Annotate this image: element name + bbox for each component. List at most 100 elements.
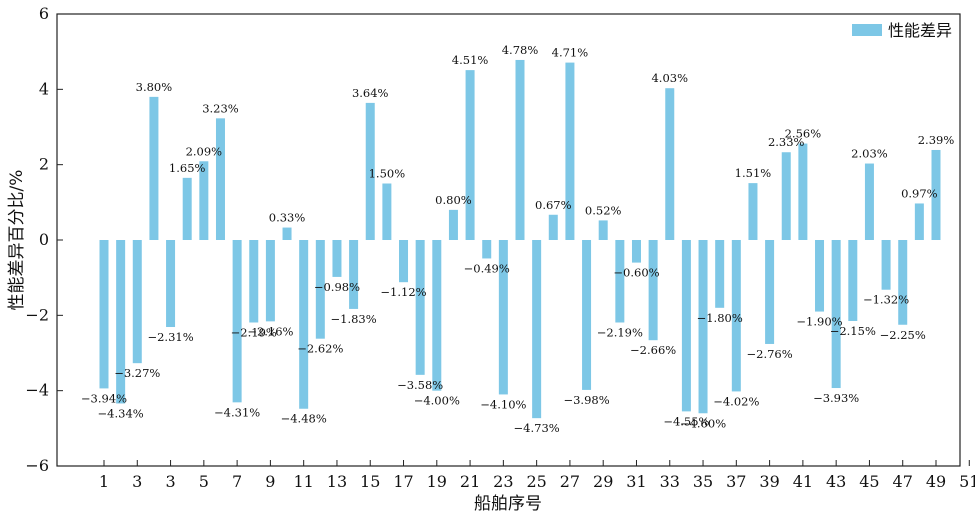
x-tick-label: 15	[360, 472, 380, 491]
legend: 性能差异	[852, 21, 952, 40]
bar	[914, 203, 924, 240]
bar	[631, 240, 641, 263]
y-axis-title: 性能差异百分比/%	[7, 170, 27, 311]
bar	[565, 62, 575, 241]
bar	[299, 240, 309, 409]
y-tick-label: 4	[39, 79, 49, 98]
data-label: −4.10%	[480, 397, 526, 411]
data-label: 0.97%	[901, 186, 938, 200]
data-label: −1.12%	[380, 285, 426, 299]
bar	[249, 240, 259, 323]
bar	[149, 96, 159, 240]
x-tick-label: 49	[926, 472, 946, 491]
bar	[864, 163, 874, 240]
data-label: −1.32%	[863, 293, 909, 307]
data-label: 3.64%	[352, 86, 389, 100]
bar	[815, 240, 825, 312]
bar	[415, 240, 425, 375]
y-tick-label: 0	[39, 230, 49, 249]
x-tick-label: 31	[626, 472, 646, 491]
bar	[715, 240, 725, 308]
x-tick-label: 7	[232, 472, 242, 491]
data-label: −0.60%	[613, 266, 659, 280]
bar	[681, 240, 691, 412]
bar	[382, 183, 392, 240]
bar	[548, 214, 558, 240]
x-tick-label: 3	[165, 472, 175, 491]
data-label: −3.27%	[114, 366, 160, 380]
bar-series	[99, 59, 941, 419]
data-label: −2.19%	[597, 325, 643, 339]
x-tick-label: 41	[793, 472, 813, 491]
x-tick-label: 29	[593, 472, 613, 491]
x-tick-label: 1	[99, 472, 109, 491]
data-label: 3.23%	[202, 101, 239, 115]
x-tick-label: 9	[265, 472, 275, 491]
bar	[931, 149, 941, 240]
data-label: −1.80%	[697, 311, 743, 325]
x-tick-label: 39	[759, 472, 779, 491]
data-label: −2.16%	[247, 324, 293, 338]
legend-swatch	[852, 24, 882, 36]
data-label: 4.78%	[502, 43, 539, 57]
data-label: −1.83%	[331, 312, 377, 326]
bar	[831, 240, 841, 389]
data-label: −2.31%	[147, 330, 193, 344]
bar	[265, 240, 275, 322]
bar	[282, 227, 292, 240]
data-label: −0.98%	[314, 280, 360, 294]
bar	[532, 240, 542, 419]
data-label: −4.02%	[713, 394, 759, 408]
bar	[498, 240, 508, 395]
x-tick-label: 13	[327, 472, 347, 491]
bar	[399, 240, 409, 283]
data-label: −1.90%	[796, 315, 842, 329]
data-label: 2.56%	[785, 127, 822, 141]
bar	[166, 240, 176, 328]
data-label: −2.66%	[630, 343, 676, 357]
data-label: 0.67%	[535, 198, 572, 212]
data-label: −4.00%	[414, 394, 460, 408]
bar	[116, 240, 126, 404]
data-label: 1.50%	[369, 167, 406, 181]
bar	[332, 240, 342, 277]
bar	[515, 59, 525, 240]
bar	[798, 143, 808, 240]
y-tick-label: −4	[25, 381, 49, 400]
x-tick-label: 3	[132, 472, 142, 491]
x-tick-label: 37	[726, 472, 746, 491]
data-label: 1.51%	[735, 166, 772, 180]
data-label: −4.73%	[514, 421, 560, 435]
bar	[182, 177, 192, 240]
data-label: −0.49%	[464, 261, 510, 275]
bar	[848, 240, 858, 321]
x-tick-label: 33	[660, 472, 680, 491]
data-label: −4.60%	[680, 416, 726, 430]
data-label: 0.80%	[435, 193, 472, 207]
data-label: −3.98%	[563, 393, 609, 407]
data-label: −2.25%	[880, 328, 926, 342]
y-tick-label: −6	[25, 456, 49, 475]
data-label: 3.80%	[136, 80, 173, 94]
bar	[898, 240, 908, 325]
x-axis: 1 3 3 5 7 9 11 13 15 17 19 21 23 25 27 29 31 33 35 37 39 41 43…	[99, 460, 975, 491]
bar	[365, 102, 375, 240]
x-tick-label: 11	[294, 472, 314, 491]
data-label: 2.03%	[851, 147, 888, 161]
x-tick-label: 25	[526, 472, 546, 491]
x-tick-label: 5	[199, 472, 209, 491]
x-tick-label: 35	[693, 472, 713, 491]
bar	[881, 240, 891, 290]
x-tick-label: 27	[560, 472, 580, 491]
data-label: 0.52%	[585, 203, 622, 217]
data-label: −4.55%	[663, 414, 709, 428]
bar	[465, 70, 475, 240]
bar	[99, 240, 109, 389]
data-label: 4.71%	[552, 46, 589, 60]
data-label: −3.93%	[813, 391, 859, 405]
data-label: −2.15%	[830, 324, 876, 338]
bar	[448, 209, 458, 240]
y-tick-label: 6	[39, 4, 49, 23]
